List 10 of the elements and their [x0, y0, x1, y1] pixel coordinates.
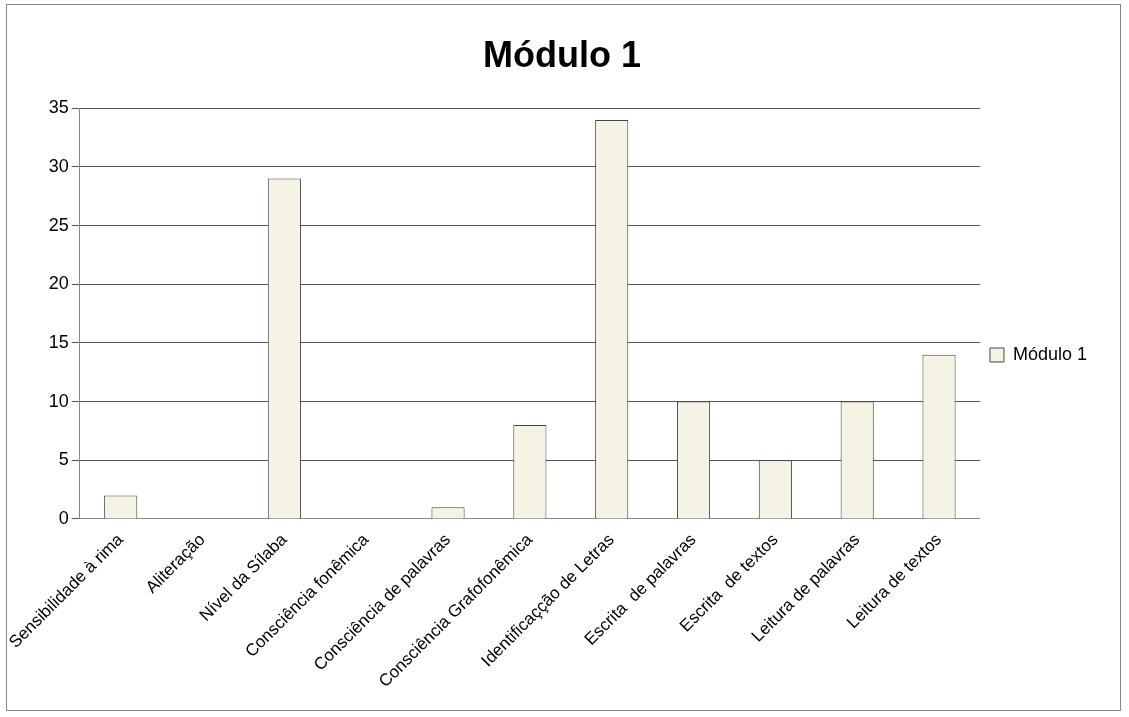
- y-tick-label: 5: [58, 449, 69, 470]
- y-tick-label: 0: [58, 507, 69, 528]
- y-tick-label: 20: [48, 273, 69, 294]
- y-tick-label: 15: [48, 331, 69, 352]
- y-tick-label: 25: [48, 214, 69, 235]
- y-tick-label: 30: [48, 155, 69, 176]
- chart-title: Módulo 1: [483, 33, 641, 75]
- y-tick-label: 10: [48, 390, 69, 411]
- y-tick-label: 35: [48, 97, 69, 118]
- legend-label: Módulo 1: [1012, 343, 1088, 364]
